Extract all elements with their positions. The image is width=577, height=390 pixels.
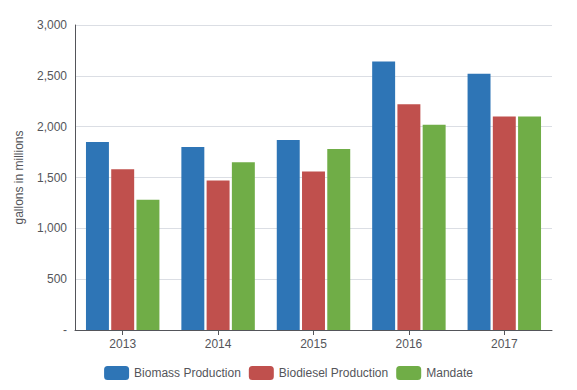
svg-text:2017: 2017 — [491, 337, 518, 351]
svg-text:-: - — [63, 323, 67, 337]
svg-text:1,500: 1,500 — [37, 171, 67, 185]
svg-text:2014: 2014 — [205, 337, 232, 351]
svg-text:2013: 2013 — [109, 337, 136, 351]
svg-text:3,000: 3,000 — [37, 18, 67, 32]
svg-text:2015: 2015 — [300, 337, 327, 351]
svg-text:2,000: 2,000 — [37, 120, 67, 134]
svg-text:2016: 2016 — [396, 337, 423, 351]
svg-text:gallons in millions: gallons in millions — [12, 130, 26, 224]
svg-text:1,000: 1,000 — [37, 221, 67, 235]
svg-text:2,500: 2,500 — [37, 69, 67, 83]
svg-text:Biomass Production: Biomass Production — [134, 366, 241, 380]
svg-text:500: 500 — [47, 272, 67, 286]
svg-text:Biodiesel Production: Biodiesel Production — [279, 366, 388, 380]
svg-text:Mandate: Mandate — [426, 366, 473, 380]
